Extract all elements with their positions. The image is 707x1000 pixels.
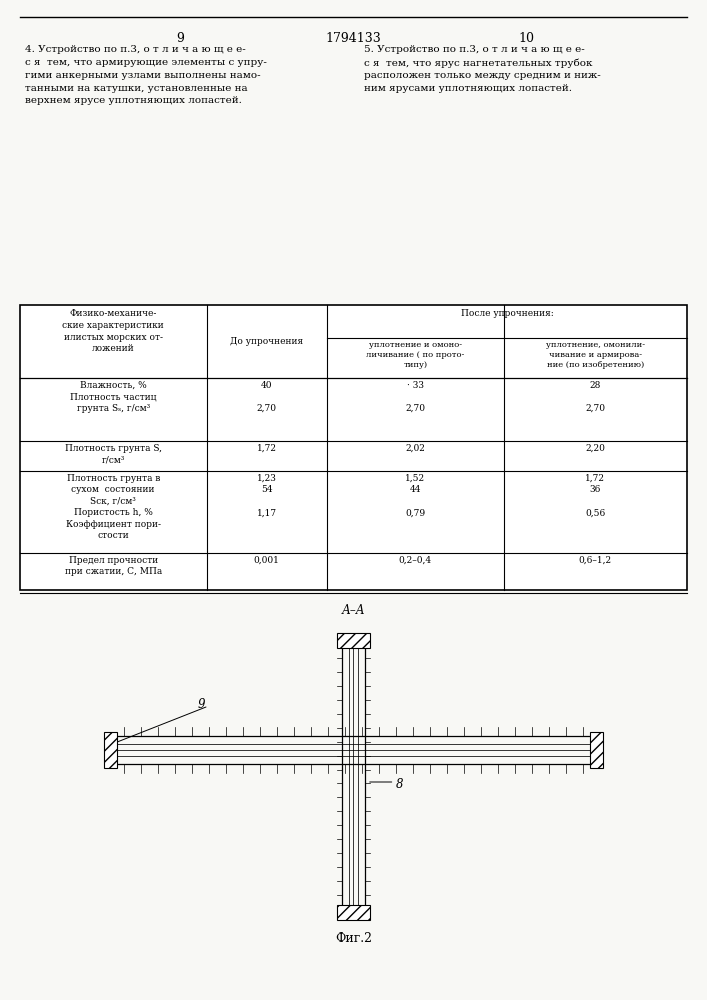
Bar	[337, 633, 370, 648]
Text: уплотнение и омоно-
личивание ( по прото-
типу): уплотнение и омоно- личивание ( по прото…	[366, 341, 464, 369]
Text: Физико-механиче-
ские характеристики
илистых морских от-
ложений: Физико-механиче- ские характеристики или…	[62, 309, 164, 353]
Text: 0,2–0,4: 0,2–0,4	[399, 556, 432, 565]
Text: 9: 9	[198, 698, 206, 712]
Text: До упрочнения: До упрочнения	[230, 337, 303, 346]
Text: 0,001: 0,001	[254, 556, 280, 565]
Text: 1,52
44

0,79: 1,52 44 0,79	[405, 474, 426, 517]
Text: · 33

2,70: · 33 2,70	[405, 381, 425, 413]
Text: 28

2,70: 28 2,70	[585, 381, 605, 413]
Text: 5. Устройство по п.3, о т л и ч а ю щ е е-
с я  тем, что ярус нагнетательных тру: 5. Устройство по п.3, о т л и ч а ю щ е …	[364, 45, 601, 93]
Text: 1,72: 1,72	[257, 444, 276, 453]
Text: 0,6–1,2: 0,6–1,2	[579, 556, 612, 565]
Bar	[104, 732, 117, 768]
Text: 1,23
54

1,17: 1,23 54 1,17	[257, 474, 277, 517]
Text: Предел прочности
при сжатии, С, МПа: Предел прочности при сжатии, С, МПа	[64, 556, 162, 576]
Bar	[20, 305, 687, 590]
Text: А–А: А–А	[341, 604, 366, 617]
Text: Плотность грунта в
сухом  состоянии
Sск, г/см³
Пористость h, %
Коэффициент пори-: Плотность грунта в сухом состоянии Sск, …	[66, 474, 160, 540]
Text: Плотность грунта S,
г/см³: Плотность грунта S, г/см³	[65, 444, 162, 464]
Text: 9: 9	[176, 32, 185, 45]
Text: 4. Устройство по п.3, о т л и ч а ю щ е е-
с я  тем, что армирующие элементы с у: 4. Устройство по п.3, о т л и ч а ю щ е …	[25, 45, 267, 105]
Text: 8: 8	[396, 778, 404, 792]
Text: 1794133: 1794133	[326, 32, 381, 45]
Text: 2,02: 2,02	[405, 444, 425, 453]
Text: 10: 10	[519, 32, 534, 45]
Text: 2,20: 2,20	[585, 444, 605, 453]
Text: Фиг.2: Фиг.2	[335, 932, 372, 945]
Text: 1,72
36

0,56: 1,72 36 0,56	[585, 474, 606, 517]
Text: Влажность, %
Плотность частиц
грунта Sₛ, г/см³: Влажность, % Плотность частиц грунта Sₛ,…	[70, 381, 156, 413]
Bar	[337, 905, 370, 920]
Text: После упрочнения:: После упрочнения:	[461, 309, 554, 318]
Text: уплотнение, омонили-
чивание и армирова-
ние (по изобретению): уплотнение, омонили- чивание и армирова-…	[546, 341, 645, 369]
Text: 40

2,70: 40 2,70	[257, 381, 276, 413]
Bar	[590, 732, 603, 768]
